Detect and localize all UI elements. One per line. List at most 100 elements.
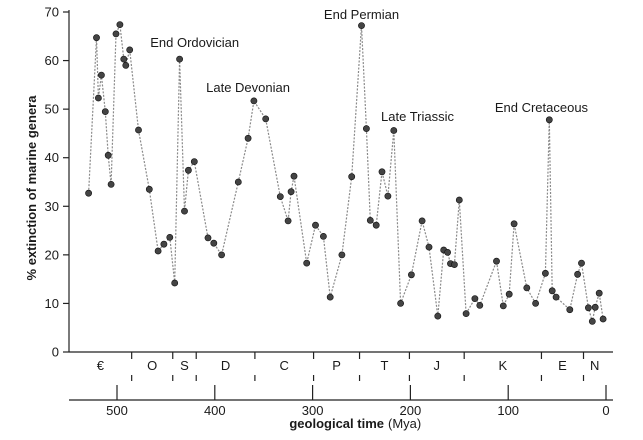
data-point (287, 188, 295, 196)
data-point (116, 21, 124, 28)
time-axis: 500 400 300 200 100 0 (69, 385, 613, 418)
period-label: O (147, 358, 157, 373)
data-point (591, 303, 599, 311)
y-tick-label: 30 (45, 199, 59, 214)
data-point (303, 259, 311, 267)
data-point (362, 125, 370, 133)
y-tick-label: 50 (45, 102, 59, 117)
data-point (588, 317, 596, 325)
series-layer (85, 21, 607, 325)
data-point (210, 239, 218, 247)
x-tick-label: 300 (302, 403, 324, 418)
data-point (425, 243, 433, 251)
period-label: S (180, 358, 189, 373)
annotation-label: Late Devonian (206, 80, 290, 95)
data-point (384, 192, 392, 200)
data-point (154, 247, 162, 255)
y-tick-label: 0 (52, 345, 59, 360)
data-point (204, 234, 212, 242)
data-point (126, 46, 134, 54)
data-point (455, 196, 463, 204)
data-point (471, 295, 479, 302)
x-axis-title: geological time (289, 416, 384, 431)
period-label: J (434, 358, 441, 373)
data-point (444, 248, 451, 256)
axes (63, 10, 613, 353)
data-point (407, 271, 415, 279)
data-point (578, 259, 585, 267)
data-point (462, 310, 470, 317)
period-label: D (221, 358, 230, 373)
data-point (372, 221, 380, 229)
x-tick-label: 200 (400, 403, 422, 418)
data-point (284, 217, 292, 225)
data-point (493, 257, 500, 265)
period-label: T (381, 358, 389, 373)
data-point (104, 151, 112, 159)
data-point (107, 180, 115, 188)
period-label: C (280, 358, 289, 373)
period-label: € (97, 358, 105, 373)
data-point (234, 178, 242, 186)
data-point (262, 115, 270, 123)
data-point (574, 270, 581, 278)
data-point (184, 166, 192, 174)
data-point (552, 293, 560, 301)
data-point (101, 108, 109, 115)
data-point (244, 134, 252, 142)
annotation-label: End Cretaceous (495, 100, 589, 115)
y-tick-label: 10 (45, 296, 59, 311)
y-tick-label: 20 (45, 247, 59, 262)
data-point (548, 287, 556, 295)
data-point (218, 251, 225, 259)
data-point (95, 94, 102, 102)
data-point (599, 315, 607, 323)
data-point (476, 301, 484, 309)
data-point (98, 71, 105, 79)
x-axis-unit: (Mya) (388, 416, 421, 431)
data-point (338, 251, 346, 259)
data-point (510, 220, 518, 228)
data-point (312, 221, 319, 229)
period-band: € O S D C P T J K E N (97, 352, 599, 381)
data-point (166, 233, 174, 241)
data-point (390, 127, 398, 134)
annotation-label: End Permian (324, 7, 399, 22)
data-point (566, 306, 574, 314)
annotation-label: Late Triassic (381, 109, 454, 124)
data-point (122, 62, 130, 69)
data-point (348, 173, 356, 181)
data-point (397, 299, 404, 307)
period-label: E (558, 358, 567, 373)
data-point (290, 172, 298, 180)
y-tick-label: 70 (45, 5, 59, 20)
y-tick-label: 60 (45, 53, 59, 68)
period-label: K (498, 358, 507, 373)
data-point (450, 261, 458, 268)
data-point (366, 216, 374, 224)
x-tick-label: 100 (497, 403, 519, 418)
data-point (190, 158, 198, 165)
data-point (418, 217, 426, 225)
period-label: P (332, 358, 341, 373)
data-point (85, 189, 92, 197)
data-point (176, 55, 183, 63)
data-point (585, 304, 592, 312)
series-line (88, 22, 604, 322)
data-point (326, 293, 334, 301)
annotation-label: End Ordovician (150, 35, 239, 50)
data-point (181, 207, 188, 215)
data-point (523, 284, 531, 292)
data-point (171, 279, 179, 287)
y-tick-label: 40 (45, 150, 59, 165)
data-point (319, 232, 327, 240)
data-point (542, 269, 549, 277)
data-point (532, 299, 539, 307)
data-point (250, 97, 258, 105)
data-point (358, 22, 365, 29)
annotation-layer: End Ordovician Late Devonian End Permian La… (150, 7, 588, 124)
data-point (545, 116, 553, 124)
data-point (434, 312, 442, 320)
data-point (93, 34, 100, 42)
